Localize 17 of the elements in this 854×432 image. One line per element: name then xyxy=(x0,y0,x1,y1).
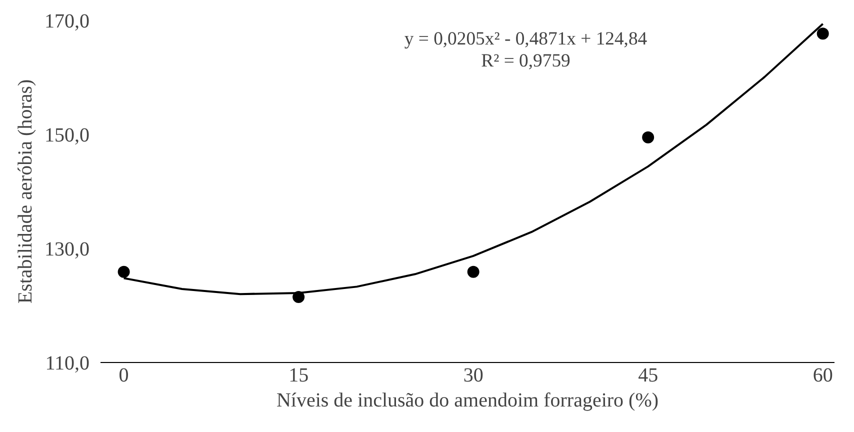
x-tick-label: 0 xyxy=(118,364,129,386)
annotation: y = 0,0205x² - 0,4871x + 124,84 xyxy=(404,28,648,50)
x-axis-title: Níveis de inclusão do amendoim forrageiro (%) xyxy=(276,390,659,412)
annotation: R² = 0,9759 xyxy=(481,50,570,72)
point xyxy=(642,131,654,144)
x-tick-label: 60 xyxy=(812,364,833,386)
x-tick-label: 30 xyxy=(463,364,484,386)
x-tick-label: 45 xyxy=(638,364,658,386)
point xyxy=(118,266,130,278)
y-tick-label: 150,0 xyxy=(44,124,90,146)
y-tick-label: 170,0 xyxy=(44,10,90,32)
y-tick-label: 110,0 xyxy=(45,352,90,374)
y-axis-title: Estabilidade aeróbia (horas) xyxy=(14,79,36,304)
x-tick-label: 15 xyxy=(288,364,309,386)
point xyxy=(816,28,829,40)
point xyxy=(467,266,480,278)
y-tick-label: 130,0 xyxy=(44,238,90,260)
